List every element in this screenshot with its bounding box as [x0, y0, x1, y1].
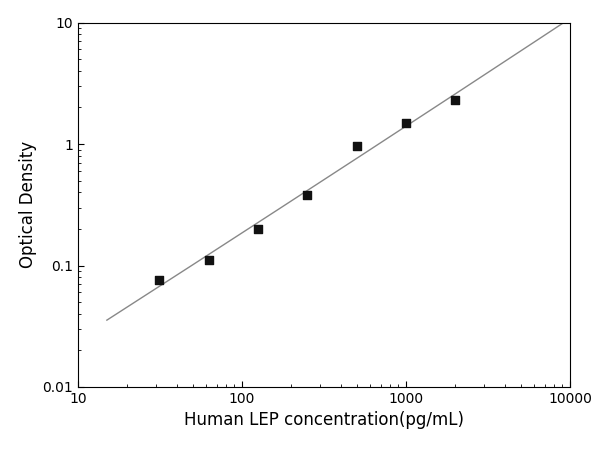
Y-axis label: Optical Density: Optical Density	[19, 141, 37, 268]
Point	[204, 257, 214, 264]
Point	[154, 276, 164, 284]
Point	[401, 119, 411, 126]
X-axis label: Human LEP concentration(pg/mL): Human LEP concentration(pg/mL)	[184, 411, 464, 429]
Point	[352, 142, 361, 149]
Point	[253, 225, 263, 233]
Point	[302, 191, 312, 198]
Point	[451, 96, 460, 104]
